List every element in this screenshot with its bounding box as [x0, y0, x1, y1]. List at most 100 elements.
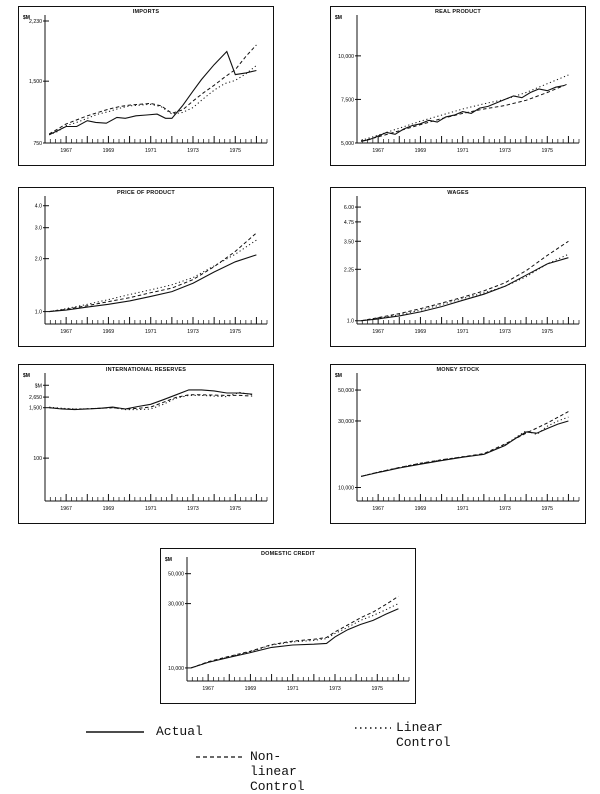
international-reserves-xtick-label: 1969 [103, 506, 115, 512]
real-product-ytick-label: 10,000 [338, 54, 354, 60]
international-reserves-unit-label: $M [23, 373, 30, 379]
wages-xtick-label: 1967 [372, 329, 384, 335]
money-stock-panel: MONEY STOCK $M 10,000 30,000 50,000 1967 1969… [330, 364, 586, 524]
price-of-product-xtick-label: 1971 [145, 329, 157, 335]
price-of-product-title: PRICE OF PRODUCT [117, 190, 175, 196]
international-reserves-xtick-label: 1967 [60, 506, 72, 512]
wages-ytick-label: 1.0 [347, 319, 354, 325]
wages-ytick-label: 6.00 [344, 205, 354, 211]
legend-linear-label: Linear Control [396, 720, 451, 750]
wages-plot: 1.0 2.25 3.50 4.75 6.00 1967 1969 1971 1973 1975 [344, 196, 580, 335]
money-stock-ytick-label: 10,000 [338, 485, 354, 491]
domestic-credit-series-actual [191, 608, 399, 669]
real-product-xtick-label: 1975 [542, 148, 554, 154]
money-stock-xtick-label: 1973 [499, 506, 511, 512]
domestic-credit-unit-label: $M [165, 557, 172, 563]
wages-series-non-linear-control [361, 240, 569, 322]
real-product-plot: $M 5,000 7,500 10,000 1967 1969 1971 1973 1975 [335, 15, 580, 154]
imports-ytick-label: 2,230 [29, 19, 42, 25]
domestic-credit-ytick-label: 10,000 [168, 666, 184, 672]
legend-actual-label: Actual [156, 724, 203, 739]
real-product-series-linear-control [361, 74, 569, 141]
domestic-credit-ytick-label: 50,000 [168, 572, 184, 578]
domestic-credit-plot: $M 10,000 30,000 50,000 1967 1969 1971 1973 1975 [165, 557, 410, 692]
price-of-product-ytick-label: 4.0 [35, 204, 42, 210]
wages-title: WAGES [447, 190, 469, 196]
imports-xtick-label: 1969 [103, 148, 115, 154]
price-of-product-ytick-label: 1.0 [35, 310, 42, 316]
wages-series-actual [361, 257, 569, 322]
legend-actual-swatch [86, 731, 144, 733]
real-product-title: REAL PRODUCT [435, 9, 481, 15]
domestic-credit-panel: DOMESTIC CREDIT $M 10,000 30,000 50,000 1967… [160, 548, 416, 704]
price-of-product-series-linear-control [49, 239, 257, 313]
real-product-series-actual [361, 84, 565, 142]
imports-ytick-label: 750 [33, 141, 42, 147]
domestic-credit-xtick-label: 1975 [372, 686, 384, 692]
imports-unit-label: $M [23, 15, 30, 21]
real-product-ytick-label: 7,500 [341, 97, 354, 103]
domestic-credit-title: DOMESTIC CREDIT [260, 551, 316, 557]
money-stock-plot: $M 10,000 30,000 50,000 1967 1969 1971 1973 1975 [335, 373, 580, 512]
imports-series-actual [48, 50, 257, 136]
money-stock-series-linear-control [361, 416, 569, 477]
wages-xtick-label: 1971 [457, 329, 469, 335]
real-product-ytick-label: 5,000 [341, 141, 354, 147]
money-stock-xtick-label: 1969 [415, 506, 427, 512]
international-reserves-ytick-label: 1,500 [29, 406, 42, 412]
money-stock-xtick-label: 1975 [542, 506, 554, 512]
price-of-product-ytick-label: 2.0 [35, 257, 42, 263]
wages-series-linear-control [361, 253, 569, 322]
money-stock-ytick-label: 30,000 [338, 419, 354, 425]
imports-xtick-label: 1971 [145, 148, 157, 154]
real-product-xtick-label: 1973 [499, 148, 511, 154]
legend-nonlinear-swatch [196, 756, 242, 758]
money-stock-series-non-linear-control [361, 411, 569, 477]
price-of-product-plot: 1.0 2.0 3.0 4.0 1967 1969 1971 1973 1975 [35, 196, 268, 335]
money-stock-unit-label: $M [335, 373, 342, 379]
real-product-xtick-label: 1969 [415, 148, 427, 154]
wages-xtick-label: 1975 [542, 329, 554, 335]
international-reserves-xtick-label: 1975 [230, 506, 242, 512]
price-of-product-xtick-label: 1973 [187, 329, 199, 335]
international-reserves-xtick-label: 1971 [145, 506, 157, 512]
imports-xtick-label: 1967 [60, 148, 72, 154]
international-reserves-ytick-label: 100 [33, 456, 42, 462]
legend-nonlinear-label: Non-linear Control [250, 749, 305, 794]
real-product-series-non-linear-control [361, 83, 569, 142]
wages-ytick-label: 3.50 [344, 239, 354, 245]
domestic-credit-xtick-label: 1969 [245, 686, 257, 692]
money-stock-xtick-label: 1971 [457, 506, 469, 512]
international-reserves-plot: $M 100 1,500 2,650 $M 1967 1969 1971 1973 1975 [23, 373, 268, 512]
wages-xtick-label: 1973 [499, 329, 511, 335]
domestic-credit-xtick-label: 1973 [329, 686, 341, 692]
imports-panel: IMPORTS $M 750 1,500 2,230 1967 1969 1971 1973 1… [18, 6, 274, 166]
domestic-credit-xtick-label: 1971 [287, 686, 299, 692]
domestic-credit-ytick-label: 30,000 [168, 602, 184, 608]
imports-title: IMPORTS [132, 9, 160, 15]
real-product-xtick-label: 1967 [372, 148, 384, 154]
money-stock-title: MONEY STOCK [436, 367, 480, 373]
price-of-product-xtick-label: 1975 [230, 329, 242, 335]
price-of-product-series-actual [49, 254, 257, 313]
international-reserves-series-actual [49, 389, 253, 411]
international-reserves-xtick-label: 1973 [187, 506, 199, 512]
price-of-product-panel: PRICE OF PRODUCT 1.0 2.0 3.0 4.0 1967 1969 197… [18, 187, 274, 347]
wages-xtick-label: 1969 [415, 329, 427, 335]
international-reserves-ytick-label: $M [35, 383, 42, 389]
real-product-xtick-label: 1971 [457, 148, 469, 154]
money-stock-xtick-label: 1967 [372, 506, 384, 512]
price-of-product-xtick-label: 1967 [60, 329, 72, 335]
imports-ytick-label: 1,500 [29, 79, 42, 85]
imports-xtick-label: 1973 [187, 148, 199, 154]
price-of-product-ytick-label: 3.0 [35, 226, 42, 232]
domestic-credit-series-non-linear-control [191, 595, 399, 669]
imports-plot: $M 750 1,500 2,230 1967 1969 1971 1973 1975 [23, 15, 268, 154]
wages-ytick-label: 4.75 [344, 220, 354, 226]
wages-ytick-label: 2.25 [344, 267, 354, 273]
price-of-product-xtick-label: 1969 [103, 329, 115, 335]
wages-panel: WAGES 1.0 2.25 3.50 4.75 6.00 1967 1969 1971 197… [330, 187, 586, 347]
money-stock-series-actual [361, 420, 569, 477]
money-stock-ytick-label: 50,000 [338, 388, 354, 394]
international-reserves-series-non-linear-control [49, 394, 253, 410]
